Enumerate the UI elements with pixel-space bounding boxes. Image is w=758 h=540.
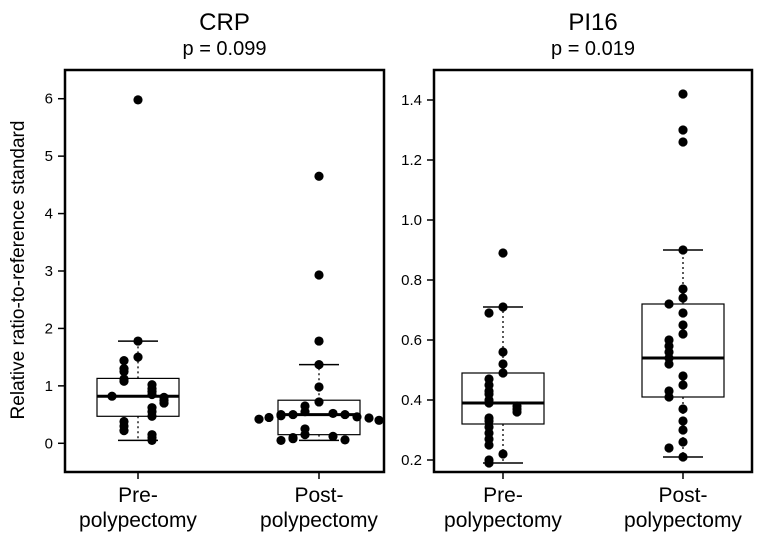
data-point (119, 366, 129, 377)
data-point (498, 347, 508, 357)
data-point (664, 443, 674, 453)
data-point (133, 336, 143, 346)
y-tick-label: 0.4 (401, 392, 422, 409)
data-point (314, 382, 324, 392)
y-tick-label: 1 (45, 378, 53, 395)
y-tick-label: 1.4 (401, 92, 422, 109)
data-point (276, 411, 286, 421)
data-point (364, 413, 374, 423)
data-point (314, 171, 324, 181)
data-point (678, 371, 688, 381)
y-tick-label: 4 (45, 206, 53, 223)
data-point (678, 125, 688, 135)
iqr-box (641, 303, 725, 398)
data-point (254, 414, 264, 424)
data-point (678, 416, 688, 426)
data-point (678, 437, 688, 447)
data-point (498, 302, 508, 312)
data-point (678, 308, 688, 318)
data-point (300, 407, 310, 417)
panel-title-crp: CRP (199, 9, 250, 36)
x-tick-label: Pre- (118, 484, 158, 507)
data-point (314, 270, 324, 280)
data-point (314, 336, 324, 346)
data-point (288, 409, 298, 420)
data-point (678, 245, 688, 255)
data-point (133, 352, 143, 362)
x-tick-label: Pre- (483, 484, 523, 507)
y-tick-label: 0.2 (401, 452, 422, 469)
data-point (119, 376, 129, 386)
iqr-box (461, 372, 545, 425)
y-tick-label: 0.6 (401, 332, 422, 349)
data-point (498, 368, 508, 378)
data-point (678, 452, 688, 462)
data-point (340, 435, 350, 445)
y-tick-label: 0 (45, 435, 53, 452)
x-tick-label: polypectomy (79, 509, 197, 532)
data-point (484, 308, 494, 318)
data-point (664, 359, 674, 369)
data-point (678, 329, 688, 339)
x-tick-label: polypectomy (624, 509, 742, 532)
data-point (119, 426, 129, 436)
data-point (119, 355, 129, 366)
data-point (314, 397, 324, 407)
panel-pvalue-crp: p = 0.099 (183, 38, 267, 60)
data-point (328, 408, 338, 419)
data-point (678, 380, 688, 390)
y-tick-label: 3 (45, 263, 53, 280)
data-point (107, 391, 117, 401)
data-point (678, 89, 688, 99)
y-tick-label: 0.8 (401, 272, 422, 289)
data-point (498, 248, 508, 258)
data-point (512, 407, 522, 417)
x-tick-label: Post- (294, 484, 343, 507)
data-point (678, 404, 688, 414)
data-point (147, 389, 157, 400)
y-tick-label: 1.0 (401, 212, 422, 229)
y-tick-label: 5 (45, 148, 53, 165)
x-tick-label: polypectomy (260, 509, 378, 532)
panel-title-pi16: PI16 (568, 9, 617, 36)
data-point (678, 293, 688, 303)
data-point (664, 299, 674, 309)
data-point (133, 95, 143, 105)
data-point (498, 449, 508, 459)
data-point (678, 425, 688, 435)
y-tick-label: 2 (45, 320, 53, 337)
y-tick-label: 1.2 (401, 152, 422, 169)
data-point (374, 415, 384, 425)
data-point (484, 398, 494, 408)
data-point (147, 411, 157, 421)
data-point (352, 412, 362, 422)
data-point (264, 412, 274, 423)
data-point (484, 440, 494, 450)
data-point (328, 431, 338, 441)
panel-pvalue-pi16: p = 0.019 (551, 38, 635, 60)
x-tick-label: Post- (658, 484, 707, 507)
data-point (159, 398, 169, 408)
data-point (147, 435, 157, 446)
y-axis-label: Relative ratio-to-reference standard (8, 121, 29, 420)
data-point (340, 409, 350, 420)
plot-frame-crp (63, 68, 386, 474)
y-tick-label: 6 (45, 91, 53, 108)
data-point (678, 284, 688, 294)
data-point (678, 320, 688, 330)
data-point (288, 434, 298, 444)
x-tick-label: polypectomy (444, 509, 562, 532)
data-point (498, 359, 508, 369)
data-point (664, 392, 674, 402)
data-point (314, 360, 324, 370)
plot-frame-pi16 (432, 68, 754, 474)
data-point (300, 430, 310, 440)
data-point (276, 435, 286, 446)
data-point (678, 137, 688, 147)
data-point (484, 458, 494, 468)
